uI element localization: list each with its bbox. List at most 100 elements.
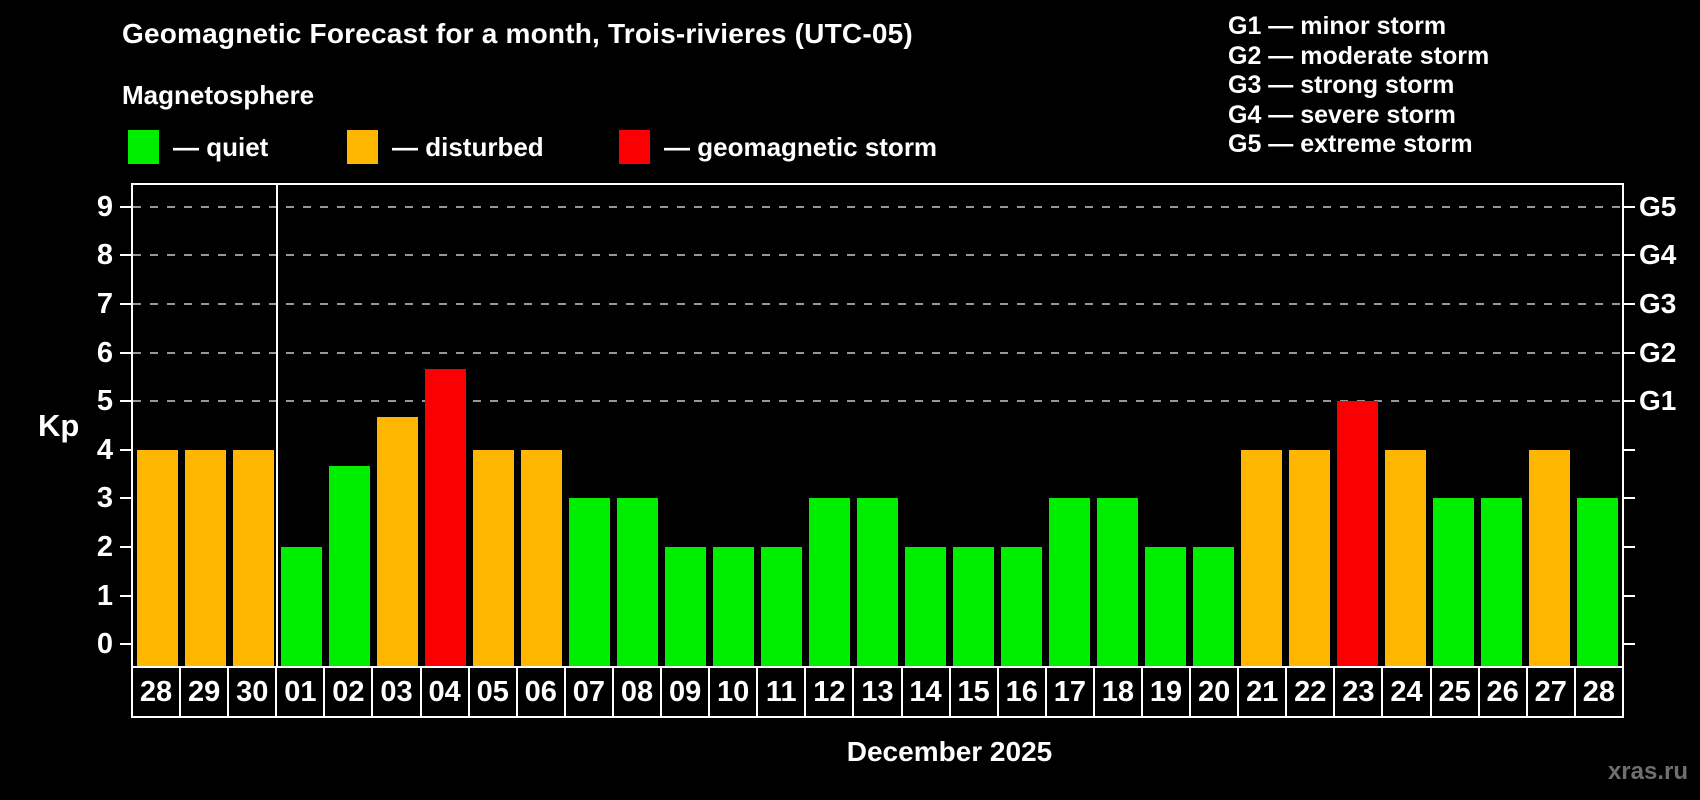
right-axis-tick-1 xyxy=(1624,594,1635,597)
right-axis-tick-2 xyxy=(1624,545,1635,548)
quiet-color-swatch xyxy=(128,130,159,164)
right-axis-tick-4 xyxy=(1624,448,1635,451)
left-axis-tick-4 xyxy=(120,448,131,451)
g-legend-line-2: G2 — moderate storm xyxy=(1228,41,1490,70)
kp-bar-day-11 xyxy=(760,546,802,666)
legend-label-disturbed: — disturbed xyxy=(392,131,544,162)
g-scale-label-g4: G4 xyxy=(1639,239,1677,271)
g-legend-line-1: G1 — minor storm xyxy=(1228,12,1447,40)
day-label-cell-20: 18 xyxy=(1095,668,1143,716)
day-label-cell-19: 17 xyxy=(1047,668,1095,716)
kp-bar-day-07 xyxy=(568,498,610,666)
left-axis-tick-9 xyxy=(120,205,131,208)
kp-bar-day-29 xyxy=(184,449,226,666)
g-scale-label-g3: G3 xyxy=(1639,287,1677,319)
month-separator-line xyxy=(276,185,279,666)
grid-line-kp6 xyxy=(133,351,1622,354)
grid-line-kp5 xyxy=(133,400,1622,403)
kp-bar-day-06 xyxy=(520,449,562,666)
kp-bar-day-30 xyxy=(232,449,274,666)
grid-line-kp9 xyxy=(133,205,1622,208)
kp-bar-day-09 xyxy=(664,546,706,666)
plot-area: 0 1 2 3 4 5 6 7 8 9 G1 G2 G3 G4 G5 xyxy=(97,183,1676,668)
right-axis-tick-6 xyxy=(1624,351,1635,354)
day-label-cell-7: 05 xyxy=(470,668,518,716)
kp-bar-day-24 xyxy=(1385,449,1427,666)
day-label-cell-5: 03 xyxy=(373,668,422,716)
legend-item-disturbed: — disturbed xyxy=(347,130,544,164)
grid-line-kp8 xyxy=(133,254,1622,257)
day-label-cell-22: 20 xyxy=(1191,668,1240,716)
kp-bar-day-22 xyxy=(1289,449,1331,666)
plot-inner: 0 1 2 3 4 5 6 7 8 9 G1 G2 G3 G4 G5 xyxy=(97,185,1676,666)
left-axis-tick-5 xyxy=(120,400,131,403)
g-scale-label-g5: G5 xyxy=(1639,190,1677,222)
kp-bar-day-04 xyxy=(424,368,466,666)
kp-bar-day-27 xyxy=(1529,449,1571,666)
kp-bar-day-25 xyxy=(1433,498,1475,666)
day-label-cell-24: 22 xyxy=(1287,668,1336,716)
day-label-cell-21: 19 xyxy=(1143,668,1192,716)
kp-bar-day-08 xyxy=(616,498,658,666)
kp-bar-day-28 xyxy=(136,449,178,666)
left-axis-tick-8 xyxy=(120,254,131,257)
day-label-cell-11: 09 xyxy=(662,668,711,716)
y-axis-tick-label-4: 4 xyxy=(96,433,113,466)
day-label-cell-28: 26 xyxy=(1480,668,1528,716)
day-label-cell-26: 24 xyxy=(1383,668,1432,716)
day-label-cell-10: 08 xyxy=(614,668,663,716)
day-label-cell-1: 29 xyxy=(181,668,230,716)
day-label-cell-0: 28 xyxy=(133,668,182,716)
g-scale-legend: G1 — minor storm G2 — moderate storm G3 — … xyxy=(1228,12,1489,160)
day-label-cell-13: 11 xyxy=(758,668,807,716)
kp-bar-day-23 xyxy=(1337,401,1379,666)
left-axis-tick-1 xyxy=(120,594,131,597)
legend-label-quiet: — quiet xyxy=(173,131,269,162)
watermark: xras.ru xyxy=(1607,758,1688,785)
kp-bar-day-20 xyxy=(1193,546,1235,666)
kp-bar-day-12 xyxy=(808,498,850,666)
legend-item-quiet: — quiet xyxy=(128,130,268,164)
day-label-cell-29: 27 xyxy=(1528,668,1576,716)
right-axis-tick-3 xyxy=(1624,497,1635,500)
right-axis-tick-0 xyxy=(1624,643,1635,646)
y-axis-tick-label-3: 3 xyxy=(96,482,113,515)
magnetosphere-label: Magnetosphere xyxy=(122,80,315,110)
day-label-cell-9: 07 xyxy=(566,668,614,716)
y-axis-tick-label-1: 1 xyxy=(96,579,113,612)
day-label-cell-6: 04 xyxy=(422,668,470,716)
day-label-cell-17: 15 xyxy=(951,668,999,716)
kp-bar-day-18 xyxy=(1097,498,1139,666)
y-axis-tick-label-8: 8 xyxy=(96,239,113,272)
kp-bar-day-28 xyxy=(1577,498,1619,666)
day-label-cell-16: 14 xyxy=(903,668,951,716)
y-axis-title: Kp xyxy=(38,408,80,443)
g-scale-label-g1: G1 xyxy=(1639,385,1677,417)
kp-bar-day-03 xyxy=(376,417,418,666)
legend-label-storm: — geomagnetic storm xyxy=(664,131,938,162)
y-axis-tick-label-0: 0 xyxy=(96,628,113,661)
kp-bar-day-02 xyxy=(328,465,370,666)
day-label-cell-8: 06 xyxy=(518,668,566,716)
day-label-cell-18: 16 xyxy=(999,668,1047,716)
storm-color-swatch xyxy=(619,130,650,164)
left-axis-tick-3 xyxy=(120,497,131,500)
day-label-cell-12: 10 xyxy=(710,668,759,716)
grid-line-kp7 xyxy=(133,302,1622,305)
right-axis-tick-8 xyxy=(1624,254,1635,257)
kp-bar-day-15 xyxy=(953,546,995,666)
left-axis-tick-6 xyxy=(120,351,131,354)
day-label-cell-23: 21 xyxy=(1239,668,1288,716)
y-axis-tick-label-2: 2 xyxy=(96,530,113,563)
right-axis-tick-9 xyxy=(1624,205,1635,208)
g-legend-line-4: G4 — severe storm xyxy=(1228,100,1456,129)
day-label-cell-25: 23 xyxy=(1335,668,1384,716)
disturbed-color-swatch xyxy=(347,130,378,164)
g-scale-label-g2: G2 xyxy=(1639,336,1677,368)
g-legend-line-3: G3 — strong storm xyxy=(1228,71,1455,99)
kp-bar-day-26 xyxy=(1481,498,1523,666)
day-label-cell-2: 30 xyxy=(229,668,278,716)
day-label-cell-15: 13 xyxy=(854,668,903,716)
right-axis-tick-7 xyxy=(1624,302,1635,305)
day-label-cell-14: 12 xyxy=(806,668,855,716)
